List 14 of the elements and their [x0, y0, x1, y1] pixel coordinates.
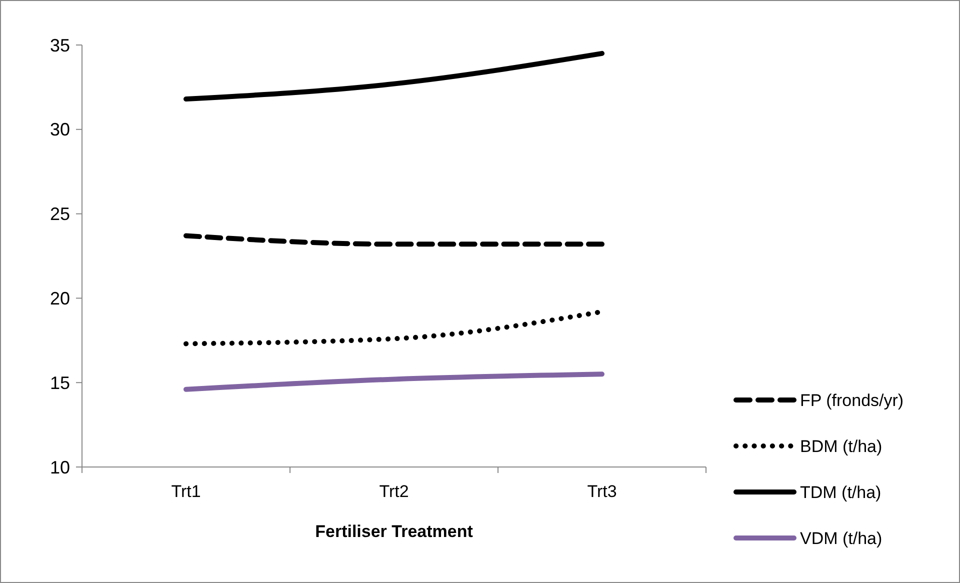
x-tick-label: Trt1 — [171, 482, 201, 501]
legend-label: FP (fronds/yr) — [800, 390, 904, 410]
x-axis-title: Fertiliser Treatment — [315, 522, 474, 541]
legend-label: BDM (t/ha) — [800, 436, 882, 456]
legend-label: TDM (t/ha) — [800, 482, 882, 502]
y-tick-label: 15 — [50, 372, 70, 393]
legend-label: VDM (t/ha) — [800, 528, 882, 548]
y-tick-label: 35 — [50, 35, 70, 56]
y-tick-label: 10 — [50, 457, 70, 478]
y-tick-label: 25 — [50, 204, 70, 224]
y-tick-label: 30 — [50, 120, 70, 140]
y-tick-label: 20 — [50, 288, 70, 308]
x-tick-label: Trt2 — [379, 482, 409, 501]
x-tick-label: Trt3 — [587, 482, 617, 501]
